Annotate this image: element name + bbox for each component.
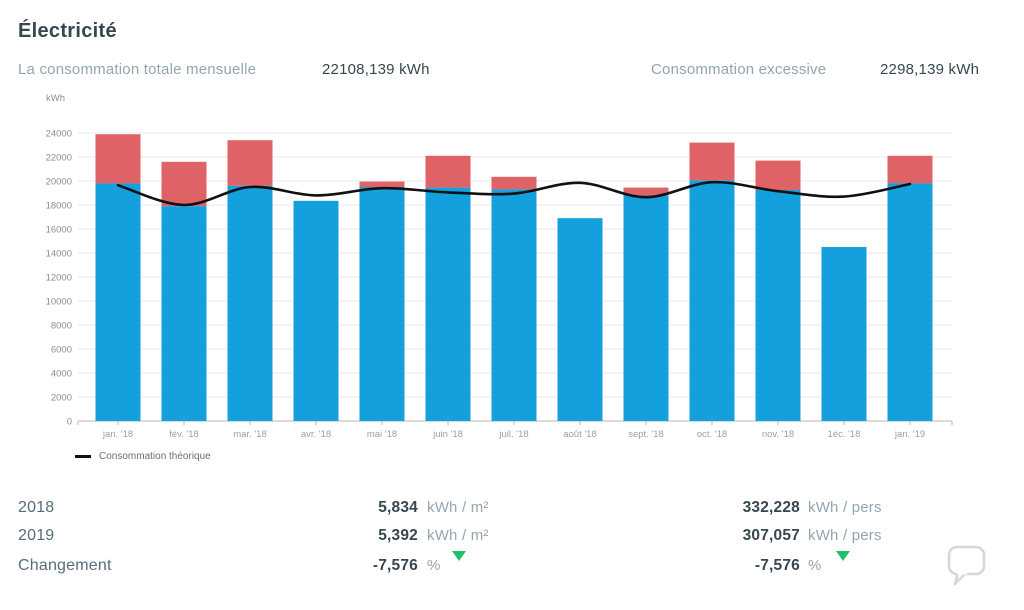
bar-excess — [755, 160, 801, 190]
theoretical-line — [116, 180, 912, 207]
bar-excess — [227, 140, 273, 186]
y-tick-label: 0 — [67, 417, 72, 428]
bar-consumption — [161, 206, 207, 421]
y-tick-label: 16000 — [46, 225, 72, 236]
y-tick-label: 14000 — [46, 249, 72, 260]
bar-consumption — [359, 187, 405, 421]
x-tick-label: 1éc. '18 — [828, 429, 861, 440]
trend-down-icon — [452, 551, 466, 579]
bar-consumption — [557, 218, 603, 421]
bar-consumption — [425, 187, 471, 421]
total-consumption-label: La consommation totale mensuelle — [18, 61, 257, 78]
x-tick-label: mai '18 — [367, 429, 397, 440]
consumption-chart: 0 2000 4000 6000 8000 10000 12000 14000 16000 180… — [30, 95, 970, 455]
y-tick-label: 6000 — [51, 345, 72, 356]
y-tick-label: 4000 — [51, 369, 72, 380]
theoretical-line-label: Consommation théorique — [99, 451, 211, 462]
x-tick-label: jan. '18 — [102, 429, 133, 440]
bar-consumption — [821, 247, 867, 421]
bar-excess — [95, 134, 141, 184]
stat-row-change-label: Changement — [18, 557, 112, 574]
x-tick-label: mar. '18 — [233, 429, 267, 440]
stat-2018-per-m2-unit: kWh / m² — [427, 499, 489, 516]
y-tick-label: 8000 — [51, 321, 72, 332]
stat-2018-per-pers-value: 332,228 — [742, 499, 800, 516]
total-consumption-value: 22108,139 kWh — [322, 61, 430, 78]
x-tick-label: sept. '18 — [628, 429, 664, 440]
x-tick-label: oct. '18 — [697, 429, 727, 440]
bar-consumption — [491, 189, 537, 421]
theoretical-line-swatch — [75, 455, 91, 458]
stat-2019-per-m2-unit: kWh / m² — [427, 527, 489, 544]
bar-consumption — [689, 180, 735, 421]
bar-consumption — [95, 183, 141, 421]
y-tick-label: 10000 — [46, 297, 72, 308]
stat-row-2018-label: 2018 — [18, 499, 55, 516]
stat-change-per-m2-value: -7,576 — [372, 557, 418, 574]
bar-excess — [689, 142, 735, 181]
x-tick-label: août '18 — [563, 429, 597, 440]
bar-consumption — [755, 190, 801, 421]
y-tick-label: 18000 — [46, 201, 72, 212]
stat-2019-per-pers-unit: kWh / pers — [808, 527, 882, 544]
chart-legend: Consommation théorique — [75, 451, 211, 462]
bar-excess — [161, 161, 207, 207]
stat-2018-per-m2-value: 5,834 — [378, 499, 418, 516]
stat-change-per-pers-unit: % — [808, 557, 822, 574]
x-tick-label: avr. '18 — [301, 429, 331, 440]
bar-consumption — [227, 185, 273, 421]
y-tick-label: 24000 — [46, 129, 72, 140]
x-tick-label: jan. '19 — [894, 429, 925, 440]
y-tick-label: 22000 — [46, 153, 72, 164]
excessive-consumption-label: Consommation excessive — [651, 61, 827, 78]
stat-2019-per-m2-value: 5,392 — [378, 527, 418, 544]
consumption-chart-svg: 0 2000 4000 6000 8000 10000 12000 14000 16000 180… — [46, 129, 953, 440]
bar-excess — [425, 155, 471, 188]
x-tick-label: juil. '18 — [498, 429, 528, 440]
stat-2019-per-pers-value: 307,057 — [742, 527, 800, 544]
bar-excess — [623, 187, 669, 196]
comment-bubble-icon[interactable] — [946, 543, 988, 594]
stat-change-per-pers-value: -7,576 — [754, 557, 800, 574]
bar-excess — [491, 176, 537, 190]
bar-excess — [887, 155, 933, 184]
stat-2018-per-pers-unit: kWh / pers — [808, 499, 882, 516]
excessive-consumption-value: 2298,139 kWh — [880, 61, 980, 78]
trend-down-icon — [836, 551, 850, 579]
y-tick-label: 20000 — [46, 177, 72, 188]
x-tick-label: juin '18 — [432, 429, 463, 440]
y-tick-label: 12000 — [46, 273, 72, 284]
stat-row-2019-label: 2019 — [18, 527, 55, 544]
x-tick-label: fév. '18 — [169, 429, 199, 440]
stat-change-per-m2-unit: % — [427, 557, 441, 574]
page-title: Électricité — [18, 20, 117, 42]
bar-consumption — [887, 183, 933, 421]
y-axis-unit-label: kWh — [46, 93, 65, 104]
bar-excess — [359, 181, 405, 187]
bar-consumption — [293, 200, 339, 421]
bar-consumption — [623, 195, 669, 421]
x-tick-label: nov. '18 — [762, 429, 794, 440]
y-tick-label: 2000 — [51, 393, 72, 404]
